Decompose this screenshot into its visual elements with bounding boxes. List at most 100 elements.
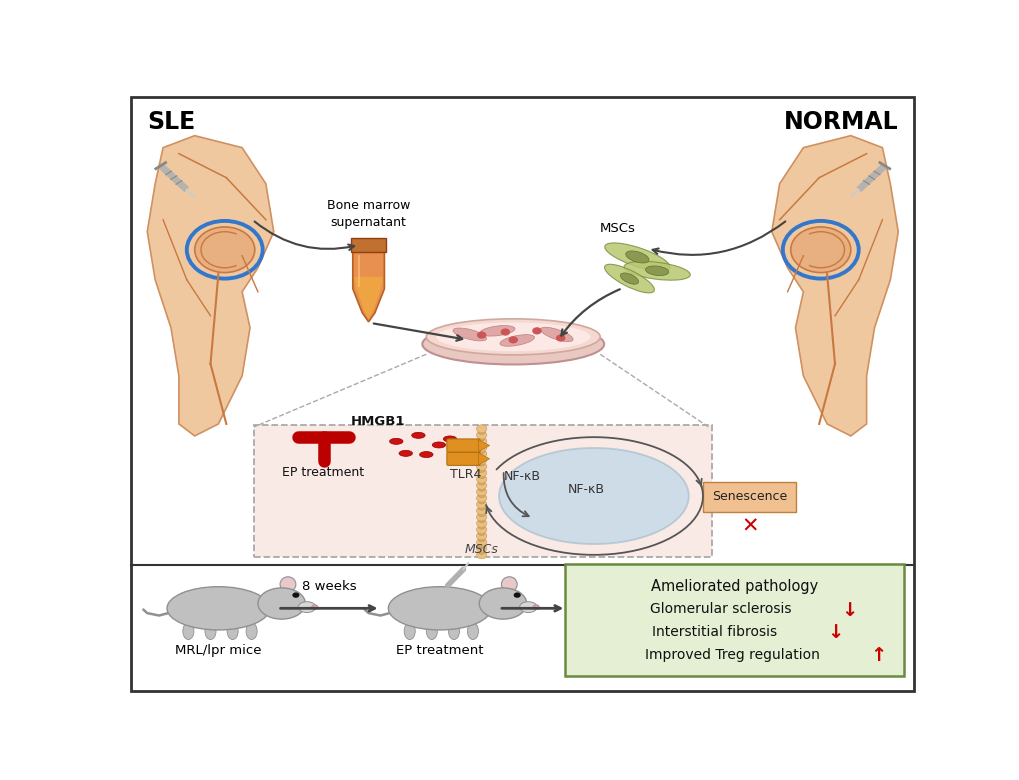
- Circle shape: [478, 543, 484, 548]
- Circle shape: [478, 448, 484, 453]
- Circle shape: [478, 518, 484, 523]
- Ellipse shape: [498, 448, 688, 544]
- Ellipse shape: [501, 576, 517, 592]
- Text: ✕: ✕: [740, 516, 758, 537]
- Text: HMGB1: HMGB1: [351, 415, 406, 428]
- Circle shape: [476, 463, 486, 470]
- Polygon shape: [354, 277, 382, 319]
- Ellipse shape: [422, 324, 603, 364]
- Circle shape: [476, 431, 486, 439]
- FancyBboxPatch shape: [446, 452, 480, 466]
- Ellipse shape: [426, 319, 599, 355]
- Circle shape: [476, 532, 486, 540]
- Ellipse shape: [182, 622, 194, 640]
- Text: NF-κB: NF-κB: [567, 484, 604, 497]
- Ellipse shape: [404, 622, 415, 640]
- Circle shape: [478, 442, 484, 447]
- Ellipse shape: [246, 622, 257, 640]
- Text: EP treatment: EP treatment: [282, 466, 364, 479]
- Ellipse shape: [479, 588, 526, 619]
- Ellipse shape: [625, 251, 648, 263]
- Polygon shape: [147, 136, 273, 436]
- Circle shape: [532, 328, 541, 335]
- FancyBboxPatch shape: [254, 425, 711, 557]
- Ellipse shape: [389, 438, 403, 445]
- Polygon shape: [478, 440, 489, 452]
- Ellipse shape: [398, 450, 412, 456]
- Circle shape: [478, 480, 484, 485]
- Circle shape: [476, 488, 486, 496]
- Ellipse shape: [452, 328, 486, 341]
- Ellipse shape: [436, 322, 590, 351]
- Circle shape: [478, 430, 484, 434]
- Text: MRL/lpr mice: MRL/lpr mice: [175, 644, 262, 658]
- Text: SLE: SLE: [147, 111, 196, 134]
- Text: ↓: ↓: [841, 601, 857, 619]
- Ellipse shape: [604, 264, 654, 293]
- Circle shape: [478, 486, 484, 491]
- Circle shape: [478, 467, 484, 473]
- Circle shape: [477, 332, 486, 339]
- Circle shape: [476, 495, 486, 502]
- Ellipse shape: [443, 436, 457, 442]
- Ellipse shape: [388, 587, 491, 630]
- Ellipse shape: [432, 442, 445, 448]
- Ellipse shape: [479, 325, 515, 336]
- Ellipse shape: [167, 587, 269, 630]
- Ellipse shape: [227, 622, 238, 640]
- Text: 8 weeks: 8 weeks: [302, 580, 356, 594]
- Circle shape: [478, 492, 484, 498]
- Circle shape: [476, 456, 486, 464]
- Circle shape: [478, 455, 484, 459]
- Polygon shape: [351, 238, 385, 252]
- Text: MSCs: MSCs: [465, 543, 498, 556]
- Ellipse shape: [467, 622, 478, 640]
- Circle shape: [476, 513, 486, 521]
- Ellipse shape: [448, 622, 460, 640]
- Text: ↓: ↓: [826, 623, 843, 642]
- Text: NF-κB: NF-κB: [503, 470, 540, 483]
- FancyBboxPatch shape: [702, 481, 796, 512]
- Text: ↑: ↑: [869, 646, 886, 665]
- Text: TLR4: TLR4: [449, 468, 481, 480]
- Ellipse shape: [624, 261, 690, 280]
- Polygon shape: [478, 452, 489, 465]
- Circle shape: [476, 544, 486, 552]
- Circle shape: [476, 526, 486, 534]
- Circle shape: [292, 592, 300, 597]
- Circle shape: [555, 335, 565, 342]
- Circle shape: [476, 438, 486, 445]
- Text: Senescence: Senescence: [711, 490, 787, 503]
- Ellipse shape: [419, 452, 433, 458]
- Ellipse shape: [426, 622, 437, 640]
- Text: EP treatment: EP treatment: [395, 644, 483, 658]
- Circle shape: [476, 425, 486, 433]
- Text: Interstitial fibrosis: Interstitial fibrosis: [652, 625, 782, 639]
- Circle shape: [478, 530, 484, 535]
- Circle shape: [476, 450, 486, 458]
- Polygon shape: [771, 136, 898, 436]
- Ellipse shape: [604, 243, 669, 271]
- Circle shape: [476, 481, 486, 489]
- Circle shape: [195, 227, 255, 272]
- Circle shape: [476, 551, 486, 558]
- Circle shape: [476, 519, 486, 527]
- Circle shape: [478, 549, 484, 555]
- Text: MSCs: MSCs: [599, 222, 635, 235]
- Ellipse shape: [280, 576, 296, 592]
- Circle shape: [476, 538, 486, 546]
- Ellipse shape: [645, 266, 668, 275]
- Ellipse shape: [540, 328, 573, 342]
- Circle shape: [500, 328, 510, 335]
- Circle shape: [476, 501, 486, 509]
- Circle shape: [478, 505, 484, 510]
- Text: Ameliorated pathology: Ameliorated pathology: [650, 580, 817, 594]
- Circle shape: [478, 512, 484, 516]
- Ellipse shape: [499, 335, 534, 346]
- Circle shape: [478, 436, 484, 441]
- Circle shape: [476, 469, 486, 477]
- Polygon shape: [353, 250, 384, 322]
- Circle shape: [508, 336, 518, 343]
- Circle shape: [312, 604, 318, 609]
- Text: Glomerular sclerosis: Glomerular sclerosis: [649, 602, 795, 616]
